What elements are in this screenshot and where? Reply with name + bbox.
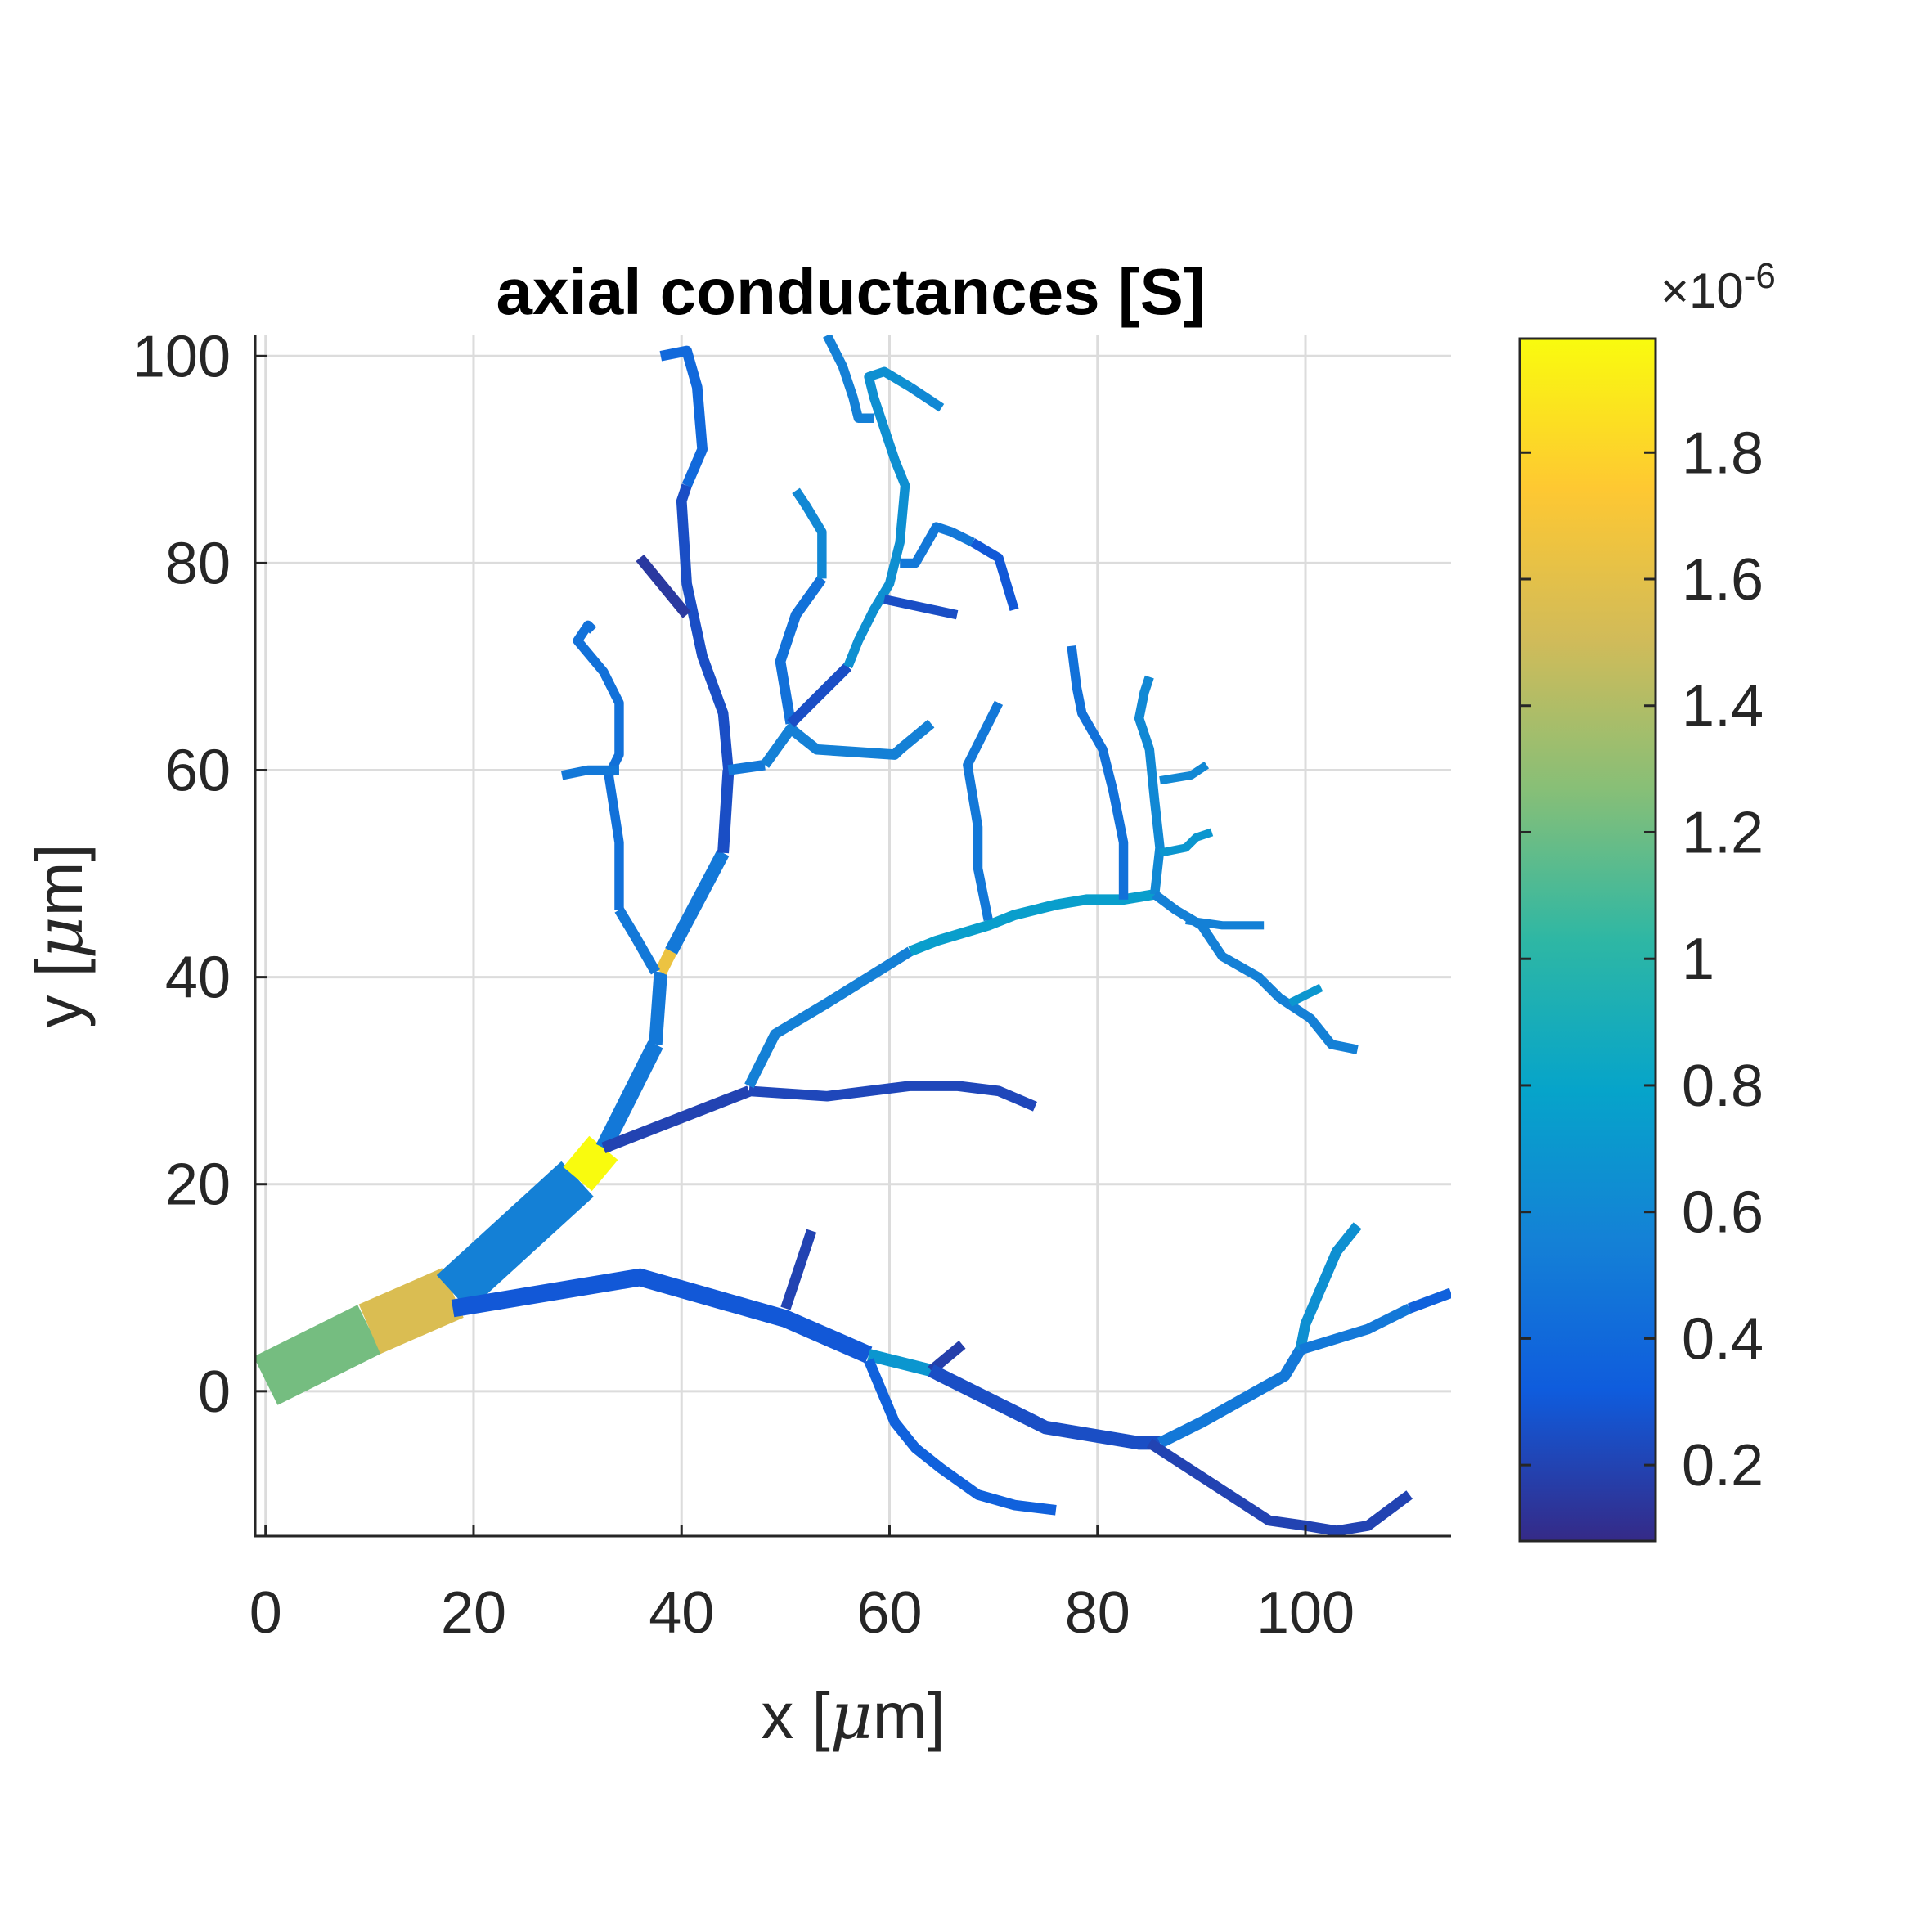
y-tick-label: 60: [165, 739, 231, 804]
colorbar-tick-label: 0.2: [1682, 1433, 1764, 1498]
branch-segment: [908, 889, 1156, 956]
x-tick-label: 0: [249, 1580, 282, 1646]
x-tick-label: 60: [856, 1580, 922, 1646]
colorbar-tick-label: 0.8: [1682, 1054, 1764, 1119]
branch-segment: [792, 487, 827, 579]
branch-segment: [1159, 828, 1214, 857]
branch-segment: [864, 1358, 1057, 1516]
y-axis-ticks: 0 20 40 60 80 100: [133, 324, 267, 1425]
colorbar-tick-label: 1: [1682, 927, 1714, 992]
branch-segment: [1185, 915, 1265, 930]
colorbar-tick-label: 1.8: [1682, 420, 1764, 486]
branch-segment: [1067, 645, 1129, 900]
chart-title: axial conductances [S]: [496, 255, 1206, 328]
branch-segment: [1295, 1222, 1362, 1351]
y-tick-label: 0: [198, 1359, 231, 1425]
branch-segment: [1407, 1287, 1451, 1314]
branch-segment: [614, 907, 660, 975]
y-tick-label: 40: [165, 946, 231, 1011]
colorbar-tick-label: 1.2: [1682, 800, 1764, 865]
colorbar-tick-label: 0.6: [1682, 1180, 1764, 1246]
y-axis-label: y [μm]: [21, 843, 97, 1027]
branch-segment: [780, 1229, 817, 1310]
branch-segment: [760, 719, 935, 768]
branch-segment: [1134, 675, 1165, 896]
branch-segment: [775, 575, 827, 725]
branch-segment: [748, 1081, 1037, 1112]
x-tick-label: 100: [1256, 1580, 1355, 1646]
branch-segment: [970, 538, 1019, 612]
branch-segment: [727, 759, 766, 775]
x-tick-label: 20: [441, 1580, 506, 1646]
branch-segment: [843, 366, 913, 669]
branch-segment: [665, 849, 730, 955]
branch-segment: [717, 770, 735, 854]
neuron-branches: [255, 335, 1451, 1536]
branch-segment: [1298, 1303, 1412, 1355]
y-tick-label: 20: [165, 1152, 231, 1218]
branch-segment: [358, 1268, 464, 1355]
y-tick-label: 80: [165, 531, 231, 596]
branch-segment: [1157, 1346, 1305, 1449]
branch-segment: [907, 383, 945, 412]
branch-segment: [928, 1364, 1161, 1450]
colorbar-tick-label: 1.4: [1682, 674, 1764, 739]
branch-segment: [676, 483, 734, 771]
x-tick-label: 40: [649, 1580, 714, 1646]
colorbar-tick-label: 0.4: [1682, 1306, 1764, 1372]
branch-segment: [867, 1349, 933, 1377]
branch-segment: [744, 946, 914, 1089]
branch-segment: [636, 555, 691, 618]
colorbar-multiplier: ×10-6: [1660, 256, 1776, 318]
branch-segment: [451, 1268, 873, 1364]
branch-segment: [963, 700, 1004, 922]
colorbar: 0.2 0.4 0.6 0.8 1 1.2 1.4 1.6 1.8 ×10-6: [1518, 256, 1776, 1543]
branch-segment: [787, 663, 852, 728]
axes: [254, 335, 1451, 1538]
branch-segment: [1159, 761, 1210, 785]
branch-segment: [595, 1040, 663, 1152]
x-tick-label: 80: [1065, 1580, 1130, 1646]
branch-segment: [563, 1135, 618, 1192]
branch-segment: [883, 595, 959, 620]
branch-segment: [659, 345, 708, 488]
colorbar-ticks: 0.2 0.4 0.6 0.8 1 1.2 1.4 1.6 1.8: [1520, 420, 1764, 1498]
colorbar-gradient: [1518, 337, 1657, 1543]
branch-segment: [1152, 890, 1359, 1054]
branch-segment: [573, 620, 624, 910]
y-tick-label: 100: [133, 324, 231, 389]
branch-segment: [560, 765, 619, 780]
branch-segment: [1146, 1438, 1413, 1536]
branch-segment: [654, 948, 677, 975]
branch-segment: [900, 522, 975, 568]
branch-segment: [649, 971, 668, 1045]
x-axis-ticks: 0 20 40 60 80 100: [249, 1525, 1355, 1646]
colorbar-tick-label: 1.6: [1682, 547, 1764, 613]
branch-segment: [255, 1305, 382, 1405]
x-axis-label: x [μm]: [761, 1678, 945, 1754]
branch-segment: [1287, 983, 1323, 1007]
branch-segment: [823, 335, 874, 423]
branch-segment: [601, 1085, 752, 1153]
branch-segment: [436, 1161, 594, 1311]
